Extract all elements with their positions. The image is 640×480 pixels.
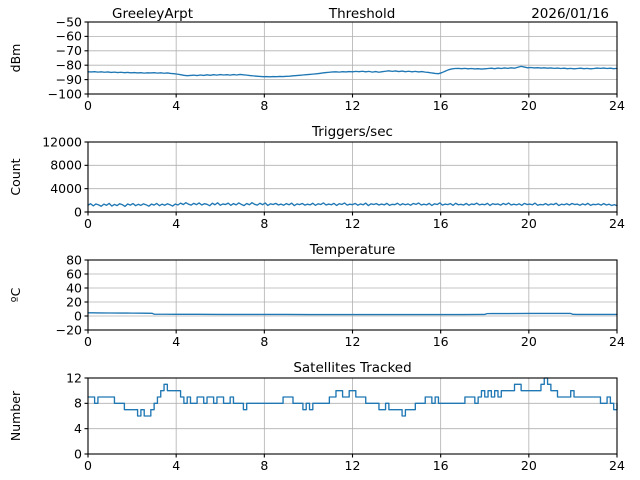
svg-text:0: 0 [84, 458, 92, 473]
date-label: 2026/01/16 [531, 6, 609, 22]
svg-text:−50: −50 [56, 14, 82, 29]
svg-text:8: 8 [260, 98, 268, 113]
svg-text:4: 4 [172, 458, 180, 473]
svg-text:ºC: ºC [8, 287, 23, 302]
svg-text:4: 4 [172, 216, 180, 231]
station-name-label: GreeleyArpt [112, 6, 194, 22]
svg-text:8: 8 [260, 216, 268, 231]
plot-threshold: 0 4 8 12 16 20 24 −100−90−80−70−60−50 dBm [8, 14, 625, 113]
svg-text:12: 12 [345, 98, 361, 113]
svg-text:16: 16 [433, 98, 449, 113]
svg-text:12: 12 [66, 370, 82, 385]
panel-threshold-title-row: GreeleyArpt Threshold 2026/01/16 [88, 4, 617, 24]
svg-text:−90: −90 [56, 72, 82, 87]
svg-text:0: 0 [74, 446, 82, 461]
svg-text:16: 16 [433, 216, 449, 231]
panel-satellites: Satellites Tracked 0 4 8 12 16 20 24 0 4 8 12 Numbe… [0, 356, 640, 480]
svg-text:80: 80 [66, 252, 82, 267]
svg-text:12: 12 [345, 458, 361, 473]
panel-threshold: GreeleyArpt Threshold 2026/01/16 0 4 8 12 16… [0, 0, 640, 120]
svg-text:24: 24 [609, 98, 625, 113]
svg-text:4000: 4000 [50, 181, 82, 196]
svg-text:0: 0 [74, 308, 82, 323]
svg-text:4: 4 [172, 98, 180, 113]
svg-text:0: 0 [84, 216, 92, 231]
svg-text:20: 20 [521, 216, 537, 231]
svg-text:0: 0 [84, 334, 92, 349]
panel-triggers-title: Triggers/sec [312, 124, 393, 140]
svg-text:12: 12 [345, 334, 361, 349]
plot-triggers: 0 4 8 12 16 20 24 0 4000 8000 12000 Count [8, 134, 625, 231]
svg-text:Number: Number [8, 390, 23, 441]
svg-text:−80: −80 [56, 58, 82, 73]
svg-text:60: 60 [66, 266, 82, 281]
svg-text:20: 20 [521, 458, 537, 473]
svg-text:8000: 8000 [50, 158, 82, 173]
svg-text:12: 12 [345, 216, 361, 231]
svg-text:Count: Count [8, 158, 23, 195]
svg-text:40: 40 [66, 280, 82, 295]
svg-text:16: 16 [433, 458, 449, 473]
plot-satellites: 0 4 8 12 16 20 24 0 4 8 12 Number [8, 370, 625, 473]
svg-text:24: 24 [609, 458, 625, 473]
svg-text:4: 4 [172, 334, 180, 349]
svg-text:20: 20 [66, 294, 82, 309]
svg-text:4: 4 [74, 421, 82, 436]
svg-text:dBm: dBm [8, 44, 23, 73]
svg-text:−60: −60 [56, 29, 82, 44]
panel-triggers: Triggers/sec 0 4 8 12 16 20 24 0 4000 8000 12000 Co… [0, 120, 640, 238]
svg-text:8: 8 [74, 396, 82, 411]
panel-satellites-title: Satellites Tracked [293, 360, 412, 376]
svg-text:8: 8 [260, 334, 268, 349]
svg-text:0: 0 [84, 98, 92, 113]
svg-text:−20: −20 [56, 322, 82, 337]
panel-temperature-title: Temperature [309, 242, 396, 258]
svg-text:0: 0 [74, 204, 82, 219]
svg-text:−70: −70 [56, 43, 82, 58]
svg-text:24: 24 [609, 216, 625, 231]
svg-text:8: 8 [260, 458, 268, 473]
panel-temperature: Temperature 0 4 8 12 16 20 24 −20 0 20 40 60 80 ºC [0, 238, 640, 356]
svg-text:20: 20 [521, 98, 537, 113]
svg-text:12000: 12000 [42, 134, 82, 149]
svg-text:16: 16 [433, 334, 449, 349]
panel-threshold-title: Threshold [328, 6, 396, 22]
svg-text:20: 20 [521, 334, 537, 349]
svg-text:−100: −100 [48, 86, 82, 101]
svg-text:24: 24 [609, 334, 625, 349]
